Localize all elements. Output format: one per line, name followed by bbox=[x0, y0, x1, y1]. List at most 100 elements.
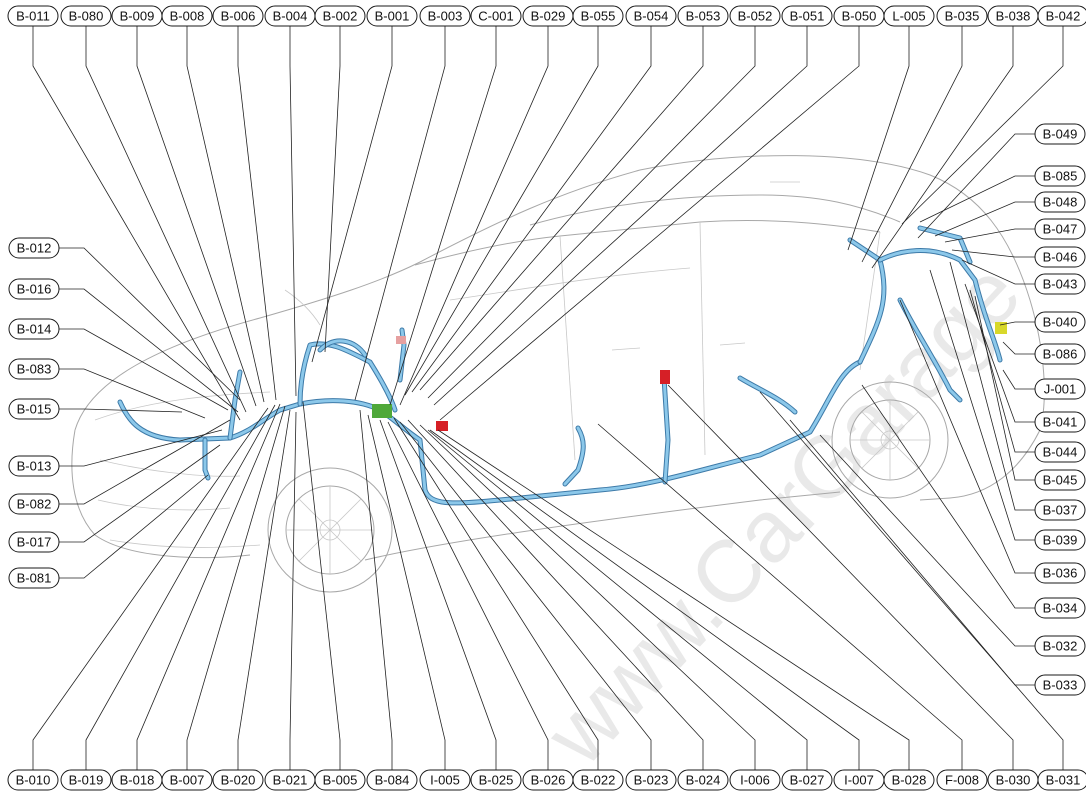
label-b-002-box bbox=[314, 5, 366, 27]
label-c-001: C-001 bbox=[470, 5, 522, 27]
label-b-017: B-017 bbox=[8, 531, 60, 553]
leader-top-c-001 bbox=[389, 26, 497, 406]
label-b-023-text: B-023 bbox=[634, 773, 669, 788]
label-b-032: B-032 bbox=[1034, 635, 1086, 657]
label-b-027-text: B-027 bbox=[790, 773, 825, 788]
leader-top-b-055 bbox=[404, 26, 599, 396]
vehicle-outline bbox=[71, 155, 1045, 593]
label-b-007-text: B-007 bbox=[170, 773, 205, 788]
label-b-053: B-053 bbox=[677, 5, 729, 27]
label-b-081-text: B-081 bbox=[17, 571, 52, 586]
label-b-020-box bbox=[212, 769, 264, 791]
small-connector bbox=[396, 336, 406, 344]
leader-right-b-041 bbox=[964, 283, 1035, 423]
label-b-055-box bbox=[572, 5, 624, 27]
label-b-039-text: B-039 bbox=[1043, 533, 1078, 548]
label-b-041: B-041 bbox=[1034, 411, 1086, 433]
label-b-023-box bbox=[625, 769, 677, 791]
label-b-014-text: B-014 bbox=[17, 322, 52, 337]
label-b-001: B-001 bbox=[366, 5, 418, 27]
label-b-007-box bbox=[161, 769, 213, 791]
label-j-001-text: J-001 bbox=[1044, 382, 1077, 397]
label-b-016: B-016 bbox=[8, 278, 60, 300]
label-b-033: B-033 bbox=[1034, 674, 1086, 696]
label-b-020-text: B-020 bbox=[221, 773, 256, 788]
label-b-080: B-080 bbox=[60, 5, 112, 27]
label-b-050: B-050 bbox=[833, 5, 885, 27]
label-b-083: B-083 bbox=[8, 358, 60, 380]
label-b-013-text: B-013 bbox=[17, 459, 52, 474]
label-b-017-text: B-017 bbox=[17, 535, 52, 550]
leader-bottom-b-021 bbox=[289, 411, 297, 770]
leader-bottom-b-031 bbox=[759, 391, 1064, 770]
leader-top-b-035 bbox=[861, 26, 963, 263]
leader-left-b-016 bbox=[59, 288, 239, 413]
label-i-006: I-006 bbox=[729, 769, 781, 791]
leader-right-b-048 bbox=[934, 201, 1035, 237]
leader-top-b-029 bbox=[399, 26, 549, 406]
leader-top-l-005 bbox=[847, 26, 910, 251]
leader-right-b-037 bbox=[949, 261, 1035, 511]
leader-top-b-001 bbox=[311, 26, 393, 363]
label-b-003: B-003 bbox=[419, 5, 471, 27]
label-b-012-box bbox=[8, 237, 60, 259]
leader-top-b-050 bbox=[439, 26, 860, 421]
label-b-031: B-031 bbox=[1037, 769, 1086, 791]
label-b-015: B-015 bbox=[8, 398, 60, 420]
label-b-046-text: B-046 bbox=[1043, 250, 1078, 265]
label-b-083-box bbox=[8, 358, 60, 380]
leader-bottom-b-027 bbox=[427, 429, 808, 770]
label-f-008-text: F-008 bbox=[945, 773, 979, 788]
green-connector bbox=[372, 404, 392, 418]
leader-right-b-039 bbox=[929, 269, 1035, 541]
label-b-018-text: B-018 bbox=[120, 773, 155, 788]
leader-bottom-b-020 bbox=[237, 409, 291, 770]
label-b-049-box bbox=[1034, 123, 1086, 145]
leader-bottom-b-010 bbox=[32, 407, 269, 770]
leader-top-b-042 bbox=[901, 26, 1064, 225]
leader-bottom-i-006 bbox=[419, 424, 756, 770]
label-b-022-box bbox=[572, 769, 624, 791]
leader-top-b-052 bbox=[427, 26, 756, 399]
label-b-024-text: B-024 bbox=[686, 773, 721, 788]
label-b-049-text: B-049 bbox=[1043, 127, 1078, 142]
label-b-047-text: B-047 bbox=[1043, 222, 1078, 237]
label-b-083-text: B-083 bbox=[17, 362, 52, 377]
label-b-001-text: B-001 bbox=[375, 9, 410, 24]
label-i-006-box bbox=[729, 769, 781, 791]
label-b-020: B-020 bbox=[212, 769, 264, 791]
label-b-014-box bbox=[8, 318, 60, 340]
label-b-002-text: B-002 bbox=[323, 9, 358, 24]
label-b-005: B-005 bbox=[314, 769, 366, 791]
yellow-connector bbox=[995, 322, 1007, 334]
label-f-008-box bbox=[936, 769, 988, 791]
leader-top-b-002 bbox=[324, 26, 341, 353]
label-b-024-box bbox=[677, 769, 729, 791]
label-b-025-text: B-025 bbox=[479, 773, 514, 788]
label-i-007: I-007 bbox=[833, 769, 885, 791]
leader-top-b-038 bbox=[871, 26, 1014, 269]
label-b-084-box bbox=[366, 769, 418, 791]
label-b-027: B-027 bbox=[781, 769, 833, 791]
leader-bottom-i-007 bbox=[429, 429, 860, 770]
label-b-086-box bbox=[1034, 343, 1086, 365]
red-connector-middle bbox=[660, 370, 670, 384]
label-b-025: B-025 bbox=[470, 769, 522, 791]
watermark-text: www.CarGarage bbox=[526, 243, 1039, 783]
label-b-086: B-086 bbox=[1034, 343, 1086, 365]
label-b-082-box bbox=[8, 493, 60, 515]
label-b-045: B-045 bbox=[1034, 469, 1086, 491]
leader-bottom-b-022 bbox=[393, 417, 599, 770]
label-b-039-box bbox=[1034, 529, 1086, 551]
label-b-037-text: B-037 bbox=[1043, 503, 1078, 518]
label-b-030: B-030 bbox=[987, 769, 1039, 791]
leader-right-b-033 bbox=[789, 419, 1035, 686]
leader-bottom-b-018 bbox=[136, 403, 281, 770]
leader-bottom-b-023 bbox=[399, 421, 652, 770]
label-b-046: B-046 bbox=[1034, 246, 1086, 268]
label-b-041-text: B-041 bbox=[1043, 415, 1078, 430]
label-b-042-text: B-042 bbox=[1046, 9, 1081, 24]
label-b-047: B-047 bbox=[1034, 218, 1086, 240]
label-i-005-box bbox=[419, 769, 471, 791]
label-b-011: B-011 bbox=[7, 5, 59, 27]
